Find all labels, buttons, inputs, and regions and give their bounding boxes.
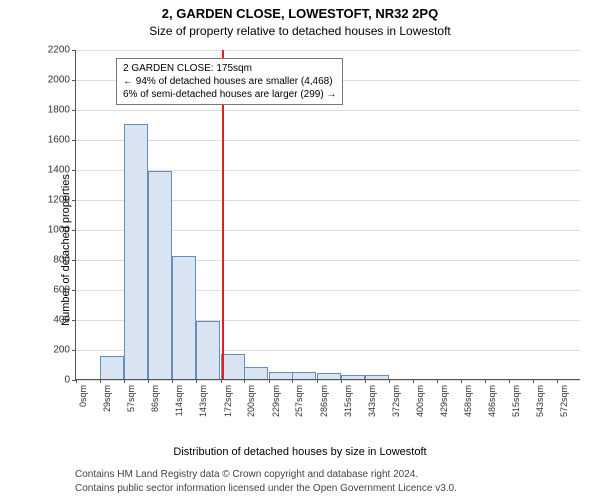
annotation-line: 6% of semi-detached houses are larger (2… [123, 88, 336, 101]
chart-subtitle: Size of property relative to detached ho… [0, 24, 600, 38]
ytick-mark [72, 80, 76, 81]
annotation-box: 2 GARDEN CLOSE: 175sqm← 94% of detached … [116, 58, 343, 105]
xtick-mark [437, 379, 438, 383]
xtick-label: 458sqm [463, 385, 473, 435]
ytick-mark [72, 200, 76, 201]
xtick-mark [365, 379, 366, 383]
histogram-bar [365, 375, 389, 380]
xtick-mark [221, 379, 222, 383]
histogram-bar [172, 256, 196, 379]
histogram-bar [100, 356, 124, 379]
ytick-mark [72, 230, 76, 231]
ytick-label: 0 [64, 375, 70, 386]
histogram-bar [292, 372, 316, 379]
xtick-label: 0sqm [78, 385, 88, 435]
xtick-mark [148, 379, 149, 383]
ytick-label: 1000 [48, 225, 70, 236]
xtick-mark [244, 379, 245, 383]
xtick-label: 143sqm [198, 385, 208, 435]
xtick-mark [461, 379, 462, 383]
xtick-mark [341, 379, 342, 383]
xtick-label: 57sqm [126, 385, 136, 435]
xtick-mark [389, 379, 390, 383]
ytick-mark [72, 110, 76, 111]
xtick-mark [76, 379, 77, 383]
ytick-mark [72, 260, 76, 261]
ytick-mark [72, 350, 76, 351]
ytick-label: 1400 [48, 165, 70, 176]
gridline [76, 380, 580, 381]
histogram-bar [196, 321, 220, 379]
xtick-mark [269, 379, 270, 383]
histogram-bar [148, 171, 172, 380]
gridline [76, 110, 580, 111]
xtick-label: 343sqm [367, 385, 377, 435]
ytick-label: 2200 [48, 45, 70, 56]
gridline [76, 140, 580, 141]
xtick-label: 572sqm [559, 385, 569, 435]
ytick-label: 200 [53, 345, 70, 356]
x-axis-label: Distribution of detached houses by size … [0, 446, 600, 458]
ytick-mark [72, 320, 76, 321]
xtick-label: 29sqm [102, 385, 112, 435]
xtick-mark [485, 379, 486, 383]
ytick-label: 800 [53, 255, 70, 266]
histogram-bar [317, 373, 341, 379]
ytick-mark [72, 170, 76, 171]
xtick-label: 543sqm [535, 385, 545, 435]
ytick-label: 2000 [48, 75, 70, 86]
xtick-label: 86sqm [150, 385, 160, 435]
plot-area: 0200400600800100012001400160018002000220… [75, 50, 580, 380]
xtick-mark [196, 379, 197, 383]
xtick-mark [317, 379, 318, 383]
chart-container: 2, GARDEN CLOSE, LOWESTOFT, NR32 2PQ Siz… [0, 0, 600, 500]
ytick-mark [72, 50, 76, 51]
gridline [76, 50, 580, 51]
histogram-bar [341, 375, 365, 380]
ytick-label: 600 [53, 285, 70, 296]
source-text-1: Contains HM Land Registry data © Crown c… [75, 469, 418, 480]
xtick-mark [533, 379, 534, 383]
xtick-mark [509, 379, 510, 383]
annotation-line: 2 GARDEN CLOSE: 175sqm [123, 62, 336, 75]
xtick-label: 229sqm [271, 385, 281, 435]
xtick-label: 114sqm [174, 385, 184, 435]
xtick-mark [100, 379, 101, 383]
xtick-mark [557, 379, 558, 383]
ytick-label: 400 [53, 315, 70, 326]
xtick-label: 172sqm [223, 385, 233, 435]
ytick-label: 1800 [48, 105, 70, 116]
xtick-label: 486sqm [487, 385, 497, 435]
xtick-label: 429sqm [439, 385, 449, 435]
histogram-bar [221, 354, 245, 380]
xtick-label: 286sqm [319, 385, 329, 435]
xtick-label: 400sqm [415, 385, 425, 435]
xtick-label: 200sqm [246, 385, 256, 435]
chart-title: 2, GARDEN CLOSE, LOWESTOFT, NR32 2PQ [0, 6, 600, 21]
ytick-label: 1600 [48, 135, 70, 146]
ytick-mark [72, 140, 76, 141]
histogram-bar [244, 367, 268, 379]
histogram-bar [124, 124, 148, 379]
annotation-line: ← 94% of detached houses are smaller (4,… [123, 75, 336, 88]
xtick-label: 257sqm [294, 385, 304, 435]
xtick-label: 372sqm [391, 385, 401, 435]
xtick-label: 315sqm [343, 385, 353, 435]
xtick-mark [124, 379, 125, 383]
ytick-label: 1200 [48, 195, 70, 206]
source-text-2: Contains public sector information licen… [75, 483, 457, 494]
xtick-mark [413, 379, 414, 383]
xtick-mark [292, 379, 293, 383]
histogram-bar [269, 372, 293, 380]
ytick-mark [72, 290, 76, 291]
xtick-label: 515sqm [511, 385, 521, 435]
xtick-mark [172, 379, 173, 383]
